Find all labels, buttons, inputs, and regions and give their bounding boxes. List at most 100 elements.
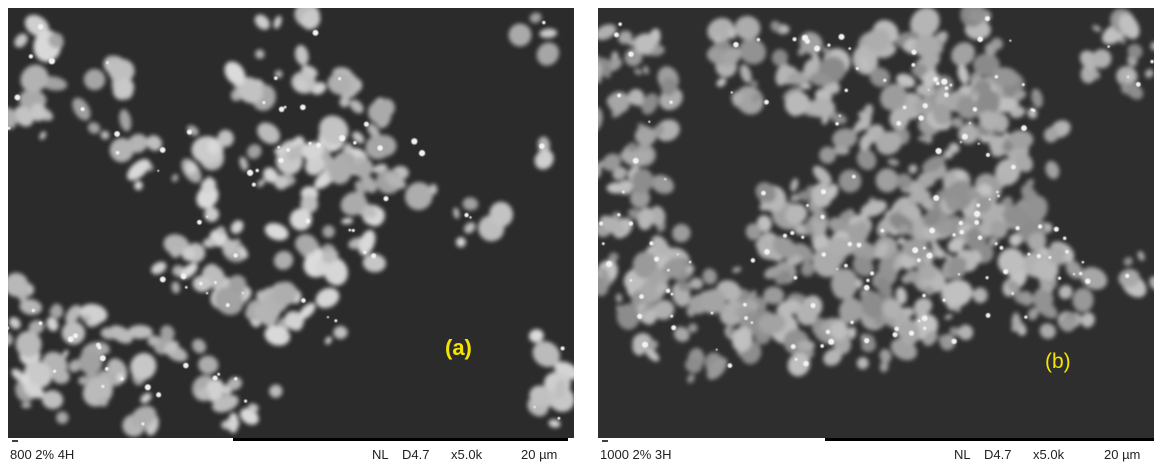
bright-spot — [933, 77, 938, 82]
bright-spot — [783, 234, 787, 238]
bright-spot — [852, 175, 856, 179]
bright-spot — [751, 258, 755, 262]
bright-spot — [1082, 261, 1085, 264]
bright-spot — [903, 105, 907, 109]
bright-spot — [669, 100, 672, 103]
bright-spot — [654, 257, 659, 262]
magnification-label: x5.0k — [451, 447, 483, 462]
bright-spot — [286, 148, 290, 152]
bright-spot — [923, 103, 928, 108]
bright-spot — [926, 253, 932, 259]
bright-spot — [348, 229, 351, 232]
bright-spot — [561, 346, 565, 350]
bright-spot — [959, 230, 964, 235]
bright-spot — [141, 422, 144, 425]
bright-spot — [469, 216, 471, 218]
bright-spot — [974, 220, 979, 225]
bright-spot — [977, 36, 983, 42]
bright-spot — [68, 336, 74, 342]
bright-spot — [933, 195, 939, 201]
bright-spot — [909, 330, 914, 335]
bright-spot — [363, 250, 367, 254]
bright-spot — [978, 143, 980, 145]
bright-spot — [790, 231, 794, 235]
bright-spot — [728, 363, 733, 368]
bright-spot — [81, 107, 85, 111]
bright-spot — [844, 264, 848, 268]
bright-spot — [622, 191, 625, 194]
bright-spot — [997, 195, 1000, 198]
bright-spot — [214, 281, 217, 284]
panel-label: (a) — [445, 335, 472, 360]
bright-spot — [793, 37, 797, 41]
bright-spot — [978, 235, 983, 240]
bright-spot — [157, 170, 159, 172]
bright-spot — [941, 78, 947, 84]
bright-spot — [912, 247, 918, 253]
bright-spot — [364, 122, 369, 127]
bright-spot — [539, 143, 545, 149]
bright-spot — [7, 127, 10, 130]
bright-spot — [327, 316, 329, 318]
bright-spot — [664, 178, 666, 180]
bright-spot — [757, 38, 760, 41]
bright-spot — [666, 289, 670, 293]
bright-spot — [689, 261, 692, 264]
bright-spot — [305, 219, 310, 224]
bright-spot — [1038, 224, 1042, 228]
bright-spot — [995, 242, 998, 245]
bright-spot — [896, 121, 901, 126]
bright-spot — [918, 115, 924, 121]
bright-spot — [252, 183, 256, 187]
bright-spot — [810, 303, 815, 308]
bright-spot — [308, 142, 311, 145]
bright-spot — [857, 243, 862, 248]
bright-spot — [648, 121, 650, 123]
bright-spot — [642, 342, 648, 348]
bright-spot — [339, 135, 345, 141]
bright-spot — [233, 253, 238, 258]
bright-spot — [279, 107, 285, 113]
bright-spot — [1027, 253, 1030, 256]
bright-spot — [805, 39, 810, 44]
bright-spot — [301, 298, 306, 303]
bright-spot — [593, 64, 595, 66]
bright-spot — [637, 314, 642, 319]
bright-spot — [1107, 45, 1110, 48]
bright-spot — [870, 271, 874, 275]
bright-spot — [911, 50, 916, 55]
bright-spot — [1016, 226, 1020, 230]
bright-spot — [1127, 76, 1129, 78]
bright-spot — [945, 86, 949, 90]
bright-spot — [352, 229, 355, 232]
bright-spot — [935, 148, 941, 154]
bright-spot — [827, 43, 830, 46]
bright-spot — [806, 204, 809, 207]
bright-spot — [599, 221, 603, 225]
bright-spot — [667, 269, 670, 272]
bright-spot — [845, 89, 849, 93]
bright-spot — [206, 216, 208, 218]
panel-label: (b) — [1045, 350, 1071, 373]
scale-label: 20 µm — [1104, 447, 1140, 462]
bright-spot — [986, 276, 989, 279]
bright-spot — [1073, 273, 1075, 275]
bright-spot — [116, 151, 120, 155]
bright-spot — [985, 16, 990, 21]
sem-figure: (a) (b) 800 2% 4H NL D4.7 x5.0k 20 µm 10… — [0, 0, 1154, 466]
bright-spot — [892, 332, 897, 337]
bright-spot — [97, 345, 101, 349]
bright-spot — [542, 21, 545, 24]
bright-spot — [234, 377, 237, 380]
bright-spot — [1079, 272, 1082, 275]
bright-spot — [29, 54, 33, 58]
bright-spot — [206, 292, 208, 294]
bright-spot — [630, 279, 633, 282]
bright-spot — [952, 233, 955, 236]
bright-spot — [883, 79, 886, 82]
bright-spot — [183, 363, 189, 369]
bright-spot — [313, 30, 319, 36]
bright-spot — [986, 313, 991, 318]
bright-spot — [959, 221, 963, 225]
bright-spot — [14, 94, 20, 100]
